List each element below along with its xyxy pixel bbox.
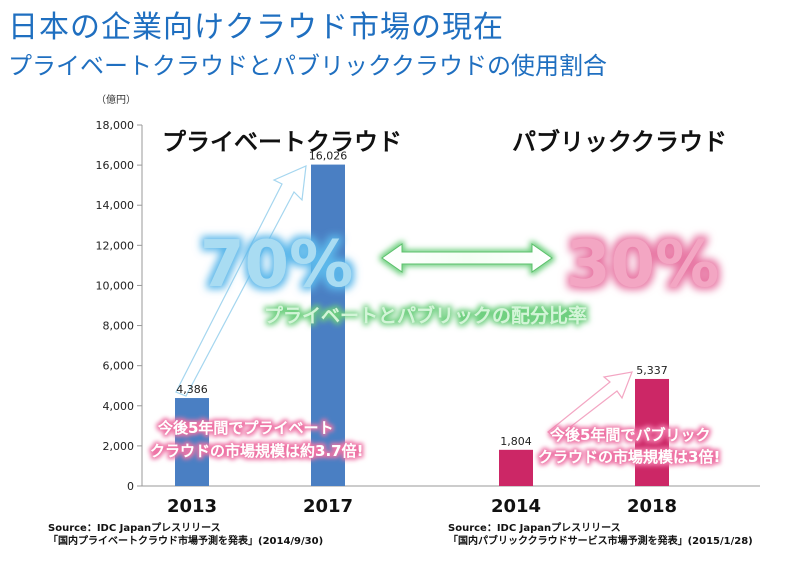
public-note-line2: クラウドの市場規模は3倍! bbox=[538, 448, 720, 466]
bar-value-label-2017: 16,026 bbox=[309, 150, 348, 163]
y-unit-label: （億円） bbox=[96, 93, 136, 106]
source-public-line1: Source：IDC Japanプレスリリース bbox=[448, 523, 621, 534]
page-subtitle: プライベートクラウドとパブリッククラウドの使用割合 bbox=[8, 52, 608, 80]
bar-value-label-2013: 4,386 bbox=[176, 383, 208, 396]
ratio-public-percent: 30% bbox=[566, 228, 719, 302]
y-tick-label: 4,000 bbox=[103, 400, 135, 413]
private-note-line1: 今後5年間でプライベート bbox=[157, 419, 333, 437]
y-tick-label: 10,000 bbox=[96, 279, 135, 292]
page-title: 日本の企業向けクラウド市場の現在 bbox=[8, 10, 504, 45]
y-tick-label: 0 bbox=[127, 480, 134, 493]
public-note-line1: 今後5年間でパブリック bbox=[549, 426, 710, 444]
x-category-label-2018: 2018 bbox=[627, 496, 677, 517]
bar-value-label-2018: 5,337 bbox=[636, 364, 668, 377]
source-private: Source：IDC Japanプレスリリース 「国内プライベートクラウド市場予… bbox=[48, 522, 323, 548]
source-public: Source：IDC Japanプレスリリース 「国内パブリッククラウドサービス… bbox=[448, 522, 753, 548]
public-group-title: パブリッククラウド bbox=[512, 128, 727, 156]
bar-2017 bbox=[311, 164, 345, 486]
bar-2013 bbox=[175, 398, 209, 486]
bar-2014 bbox=[499, 449, 533, 486]
public-growth-arrow bbox=[547, 371, 633, 439]
private-note-line2: クラウドの市場規模は約3.7倍! bbox=[150, 442, 363, 460]
y-tick-label: 16,000 bbox=[96, 159, 135, 172]
source-private-line1: Source：IDC Japanプレスリリース bbox=[48, 523, 221, 534]
y-tick-label: 2,000 bbox=[103, 440, 135, 453]
y-tick-label: 6,000 bbox=[103, 360, 135, 373]
x-category-label-2014: 2014 bbox=[491, 496, 541, 517]
y-tick-label: 8,000 bbox=[103, 320, 135, 333]
ratio-private-percent: 70% bbox=[200, 228, 353, 302]
private-group-title: プライベートクラウド bbox=[162, 128, 402, 156]
y-tick-label: 18,000 bbox=[96, 119, 135, 132]
ratio-label: プライベートとパブリックの配分比率 bbox=[264, 304, 587, 327]
source-private-line2: 「国内プライベートクラウド市場予測を発表」(2014/9/30) bbox=[48, 536, 324, 547]
y-tick-label: 12,000 bbox=[96, 239, 135, 252]
x-category-label-2013: 2013 bbox=[167, 496, 217, 517]
bar-value-label-2014: 1,804 bbox=[500, 435, 532, 448]
y-tick-label: 14,000 bbox=[96, 199, 135, 212]
ratio-double-arrow bbox=[381, 243, 553, 273]
x-category-label-2017: 2017 bbox=[303, 496, 353, 517]
private-growth-arrow bbox=[175, 165, 307, 397]
bar-2018 bbox=[635, 378, 669, 486]
source-public-line2: 「国内パブリッククラウドサービス市場予測を発表」(2015/1/28) bbox=[448, 536, 753, 547]
